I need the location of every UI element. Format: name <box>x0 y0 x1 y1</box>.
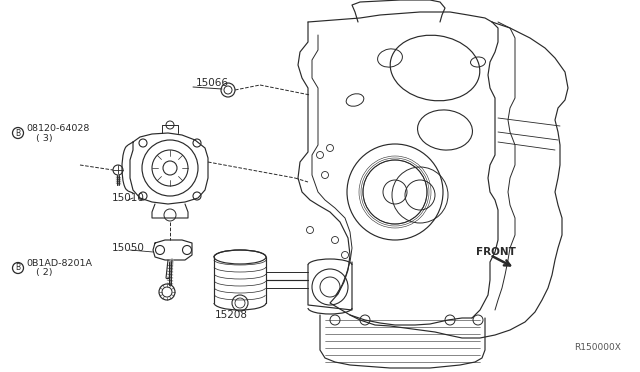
Text: R150000X: R150000X <box>574 343 621 353</box>
Text: 15208: 15208 <box>215 310 248 320</box>
Text: 08120-64028: 08120-64028 <box>26 124 90 132</box>
Text: 15050: 15050 <box>112 243 145 253</box>
Text: B: B <box>15 128 20 138</box>
Text: B: B <box>15 263 20 273</box>
Text: ( 2): ( 2) <box>36 269 52 278</box>
Text: 15010: 15010 <box>112 193 145 203</box>
Text: 15066: 15066 <box>196 78 229 88</box>
Text: FRONT: FRONT <box>476 247 516 257</box>
Text: ( 3): ( 3) <box>36 134 52 142</box>
Text: 0B1AD-8201A: 0B1AD-8201A <box>26 259 92 267</box>
